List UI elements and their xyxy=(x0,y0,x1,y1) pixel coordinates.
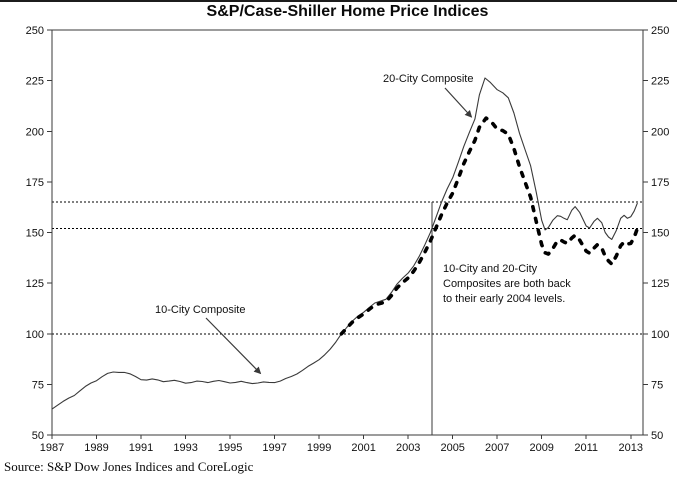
series-line-20city xyxy=(339,116,640,336)
callout-text-line: Composites are both back xyxy=(443,278,571,290)
x-tick-label: 2013 xyxy=(619,442,643,454)
y-tick-label-left: 250 xyxy=(26,25,44,37)
y-tick-label-right: 225 xyxy=(651,76,669,88)
series-line-10city xyxy=(51,77,638,410)
plot-border xyxy=(51,29,644,436)
y-tick-label-right: 75 xyxy=(651,379,663,391)
x-tick-label: 1999 xyxy=(307,442,331,454)
x-tick-label: 1989 xyxy=(84,442,108,454)
y-tick-label-left: 50 xyxy=(32,430,44,442)
x-tick-label: 2011 xyxy=(574,442,598,454)
top-border-line xyxy=(0,0,677,2)
arrow-to-10city-line xyxy=(205,317,262,375)
x-tick-label: 1991 xyxy=(129,442,153,454)
arrow-to-20city-line xyxy=(444,87,473,118)
chart-title: S&P/Case-Shiller Home Price Indices xyxy=(206,3,489,20)
x-tick-label: 2009 xyxy=(529,442,553,454)
y-tick-label-left: 175 xyxy=(26,177,44,189)
x-tick-label: 1997 xyxy=(262,442,286,454)
x-tick-label: 1995 xyxy=(218,442,242,454)
x-tick-label: 2007 xyxy=(485,442,509,454)
y-tick-label-right: 100 xyxy=(651,329,669,341)
y-tick-label-right: 125 xyxy=(651,278,669,290)
y-tick-label-right: 50 xyxy=(651,430,663,442)
callout-text-line: to their early 2004 levels. xyxy=(443,293,565,305)
y-tick-label-left: 200 xyxy=(26,126,44,138)
y-tick-label-left: 75 xyxy=(32,379,44,391)
y-tick-label-left: 225 xyxy=(26,76,44,88)
series-label-20city: 20-City Composite xyxy=(383,73,473,85)
y-tick-label-right: 250 xyxy=(651,25,669,37)
x-tick-label: 2003 xyxy=(396,442,420,454)
x-tick-label: 1993 xyxy=(173,442,197,454)
y-tick-label-left: 125 xyxy=(26,278,44,290)
y-tick-label-right: 150 xyxy=(651,228,669,240)
x-tick-label: 2001 xyxy=(351,442,375,454)
series-label-10city: 10-City Composite xyxy=(155,304,245,316)
y-tick-label-right: 175 xyxy=(651,177,669,189)
y-tick-label-right: 200 xyxy=(651,126,669,138)
source-note: Source: S&P Dow Jones Indices and CoreLo… xyxy=(4,459,254,474)
callout-text-line: 10-City and 20-City xyxy=(443,263,538,275)
x-tick-label: 2005 xyxy=(440,442,464,454)
y-tick-label-left: 100 xyxy=(26,329,44,341)
y-tick-label-left: 150 xyxy=(26,228,44,240)
x-tick-label: 1987 xyxy=(40,442,64,454)
